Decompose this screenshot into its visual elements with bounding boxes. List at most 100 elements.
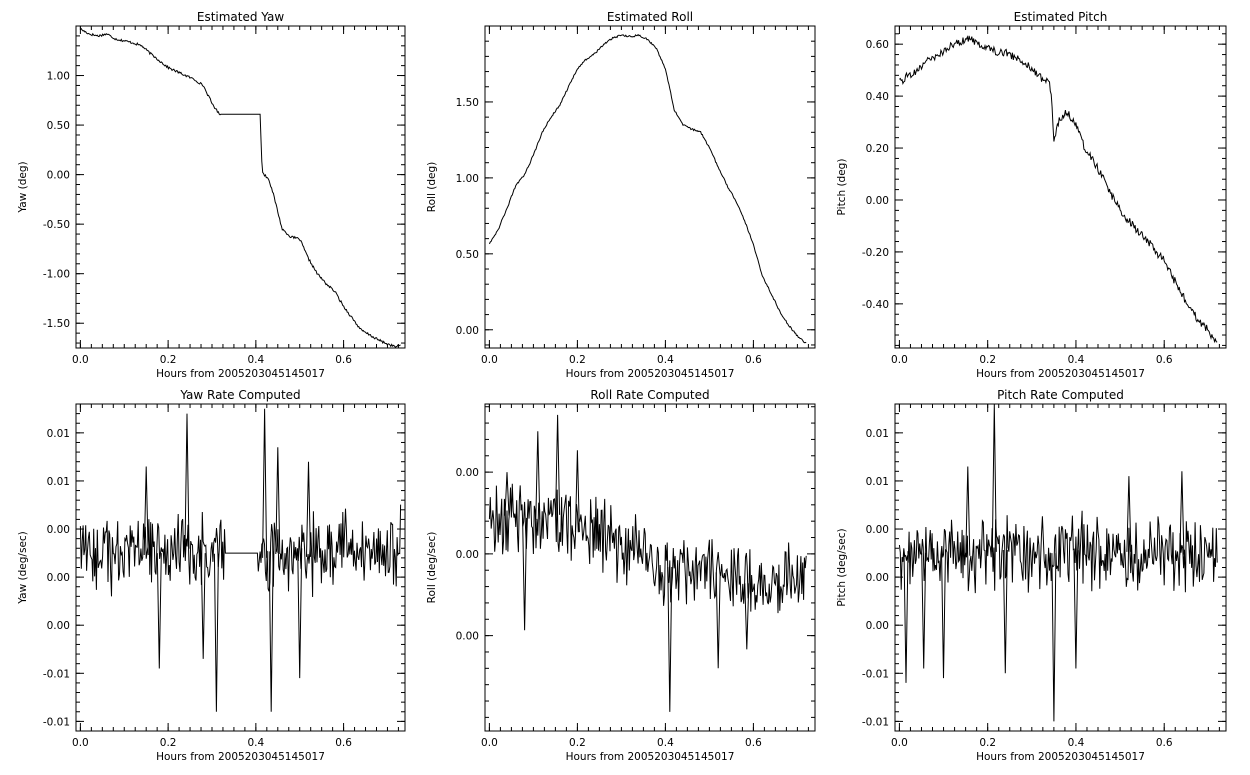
roll-rate-xtick-label: 0.2 xyxy=(569,737,586,749)
roll-rate-panel: Roll Rate Computed Hours from 20052030451… xyxy=(426,388,816,763)
yaw-rate-xtick-label: 0.0 xyxy=(72,737,89,749)
yaw-ytick-label: -1.50 xyxy=(43,318,70,330)
roll-ytick-label: 1.00 xyxy=(456,173,479,185)
roll-rate-title: Roll Rate Computed xyxy=(590,388,709,402)
pitch-ytick-label: 0.60 xyxy=(866,39,889,51)
yaw-xtick-label: 0.6 xyxy=(335,354,352,366)
pitch-rate-ytick-label: 0.01 xyxy=(866,476,889,488)
roll-rate-spike xyxy=(667,566,673,712)
yaw-rate-panel: Yaw Rate Computed Hours from 200520304514… xyxy=(17,388,406,763)
yaw-rate-ytick-label: 0.00 xyxy=(47,620,70,632)
roll-rate-spike xyxy=(522,517,528,631)
yaw-ytick-label: -1.00 xyxy=(43,269,70,281)
yaw-plot-frame xyxy=(75,25,406,349)
pitch-rate-xtick-label: 0.2 xyxy=(979,737,996,749)
roll-rate-ytick-label: 0.00 xyxy=(456,467,479,479)
yaw-rate-spike xyxy=(297,548,303,679)
roll-rate-spike xyxy=(535,431,541,520)
pitch-rate-spike xyxy=(1126,476,1132,552)
roll-xlabel: Hours from 2005203045145017 xyxy=(566,368,735,380)
pitch-rate-panel: Pitch Rate Computed Hours from 2005203045… xyxy=(836,388,1227,763)
yaw-rate-xlabel: Hours from 2005203045145017 xyxy=(156,751,325,763)
roll-rate-spike xyxy=(715,572,721,669)
pitch-rate-ytick-label: 0.00 xyxy=(866,620,889,632)
pitch-rate-spike xyxy=(1002,549,1008,674)
pitch-rate-ytick-label: 0.01 xyxy=(866,428,889,440)
yaw-rate-spike xyxy=(306,461,311,557)
yaw-rate-spike xyxy=(156,553,162,669)
roll-title: Estimated Roll xyxy=(607,10,693,24)
roll-rate-spike xyxy=(574,450,580,533)
pitch-panel: Estimated Pitch Hours from 20052030451450… xyxy=(836,10,1227,380)
pitch-rate-title: Pitch Rate Computed xyxy=(997,388,1124,402)
pitch-rate-ytick-label: 0.00 xyxy=(866,524,889,536)
roll-series-line xyxy=(488,33,807,344)
pitch-rate-spike xyxy=(1179,471,1185,555)
yaw-rate-ytick-label: 0.00 xyxy=(47,572,70,584)
pitch-rate-ytick-label: 0.00 xyxy=(866,572,889,584)
roll-rate-spike xyxy=(555,414,561,515)
yaw-rate-xtick-label: 0.6 xyxy=(335,737,352,749)
pitch-rate-series-line xyxy=(898,510,1218,594)
yaw-rate-ytick-label: 0.01 xyxy=(47,476,70,488)
roll-rate-xtick-label: 0.6 xyxy=(745,737,762,749)
pitch-ytick-label: 0.20 xyxy=(866,143,889,155)
roll-plot-frame xyxy=(484,25,816,349)
pitch-rate-ytick-label: -0.01 xyxy=(862,716,889,728)
yaw-rate-ytick-label: 0.01 xyxy=(47,428,70,440)
pitch-ytick-label: -0.20 xyxy=(862,247,889,259)
yaw-xlabel: Hours from 2005203045145017 xyxy=(156,368,325,380)
yaw-rate-ylabel: Yaw (deg/sec) xyxy=(17,531,29,605)
pitch-rate-ylabel: Pitch (deg/sec) xyxy=(836,528,848,606)
pitch-xtick-label: 0.0 xyxy=(891,354,908,366)
pitch-rate-spike xyxy=(903,551,909,683)
pitch-xlabel: Hours from 2005203045145017 xyxy=(976,368,1145,380)
pitch-title: Estimated Pitch xyxy=(1014,10,1108,24)
roll-ytick-label: 0.00 xyxy=(456,325,479,337)
pitch-rate-spike xyxy=(921,552,927,669)
roll-ytick-label: 0.50 xyxy=(456,249,479,261)
yaw-xtick-label: 0.4 xyxy=(248,354,265,366)
pitch-ytick-label: -0.40 xyxy=(862,299,889,311)
roll-xtick-label: 0.0 xyxy=(481,354,498,366)
pitch-series-line xyxy=(899,35,1218,344)
pitch-rate-xtick-label: 0.6 xyxy=(1156,737,1173,749)
yaw-rate-series-line xyxy=(79,504,402,598)
pitch-ylabel: Pitch (deg) xyxy=(836,159,848,216)
roll-ytick-label: 1.50 xyxy=(456,97,479,109)
pitch-rate-xtick-label: 0.4 xyxy=(1068,737,1085,749)
roll-rate-spike xyxy=(504,472,510,516)
pitch-rate-spike xyxy=(1051,553,1057,722)
roll-rate-spike xyxy=(744,583,750,650)
yaw-rate-ytick-label: -0.01 xyxy=(43,716,70,728)
roll-rate-xtick-label: 0.4 xyxy=(657,737,674,749)
pitch-plot-frame xyxy=(894,25,1227,349)
pitch-rate-spike xyxy=(941,549,946,679)
yaw-rate-spike xyxy=(262,408,268,558)
pitch-rate-xtick-label: 0.0 xyxy=(891,737,908,749)
pitch-ytick-label: 0.00 xyxy=(866,195,889,207)
roll-rate-ytick-label: 0.00 xyxy=(456,631,479,643)
roll-xtick-label: 0.6 xyxy=(745,354,762,366)
yaw-ytick-label: 1.00 xyxy=(47,71,70,83)
yaw-ylabel: Yaw (deg) xyxy=(17,161,29,213)
yaw-rate-spike xyxy=(213,553,219,712)
pitch-ytick-label: 0.40 xyxy=(866,91,889,103)
yaw-ytick-label: -0.50 xyxy=(43,219,70,231)
pitch-rate-spike xyxy=(1073,550,1079,669)
pitch-rate-ytick-label: -0.01 xyxy=(862,668,889,680)
pitch-rate-xlabel: Hours from 2005203045145017 xyxy=(976,751,1145,763)
roll-rate-xlabel: Hours from 2005203045145017 xyxy=(566,751,735,763)
pitch-rate-spike xyxy=(991,403,997,552)
yaw-title: Estimated Yaw xyxy=(197,10,284,24)
roll-rate-series-line xyxy=(488,483,807,614)
yaw-rate-xtick-label: 0.2 xyxy=(160,737,177,749)
yaw-xtick-label: 0.0 xyxy=(72,354,89,366)
yaw-rate-title: Yaw Rate Computed xyxy=(179,388,300,402)
yaw-rate-ytick-label: 0.00 xyxy=(47,524,70,536)
roll-rate-plot-frame xyxy=(484,403,816,732)
roll-xtick-label: 0.2 xyxy=(569,354,586,366)
yaw-rate-spike xyxy=(184,413,190,549)
yaw-xtick-label: 0.2 xyxy=(160,354,177,366)
